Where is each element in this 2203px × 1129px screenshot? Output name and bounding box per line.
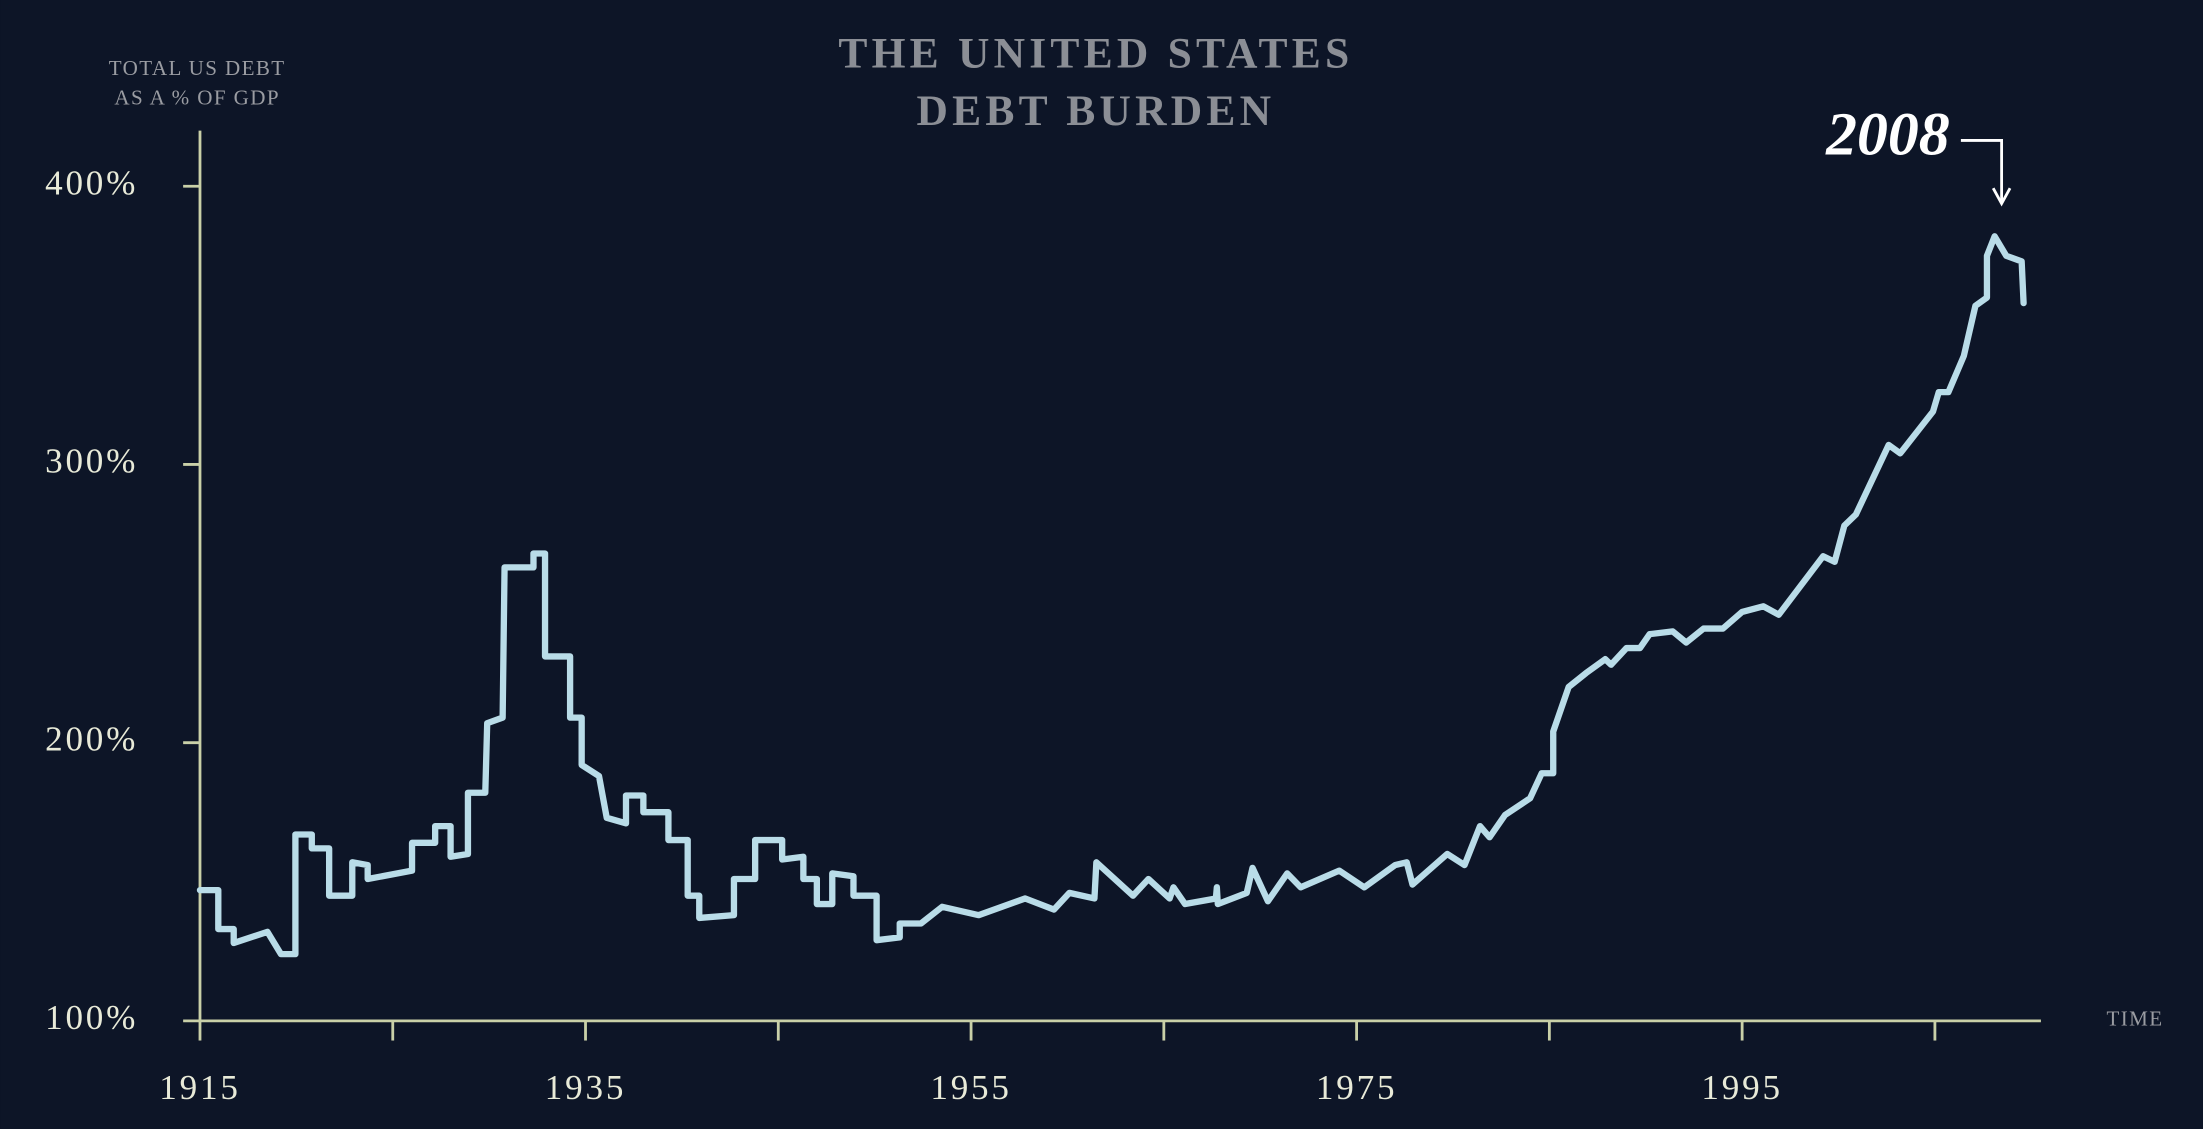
chart-title: DEBT BURDEN bbox=[917, 87, 1276, 135]
x-tick-label: 1995 bbox=[1701, 1068, 1782, 1107]
x-tick-label: 1935 bbox=[545, 1068, 626, 1107]
y-tick-label: 300% bbox=[45, 442, 138, 481]
chart-title: THE UNITED STATES bbox=[838, 30, 1353, 78]
x-tick-label: 1975 bbox=[1316, 1068, 1397, 1107]
y-tick-label: 100% bbox=[45, 998, 138, 1037]
x-axis-label: TIME bbox=[2106, 1007, 2163, 1031]
annotation: 2008 bbox=[1825, 101, 1950, 169]
annotation-arrowhead bbox=[1991, 187, 2012, 207]
x-tick-label: 1955 bbox=[930, 1068, 1011, 1107]
y-axis-label: AS A % OF GDP bbox=[114, 86, 280, 110]
y-tick-label: 200% bbox=[45, 720, 138, 759]
annotation-arrow bbox=[1960, 139, 2004, 201]
y-axis-label: TOTAL US DEBT bbox=[109, 56, 286, 80]
x-tick-label: 1915 bbox=[159, 1068, 240, 1107]
y-tick-label: 400% bbox=[45, 163, 138, 202]
data-line bbox=[196, 233, 2027, 958]
